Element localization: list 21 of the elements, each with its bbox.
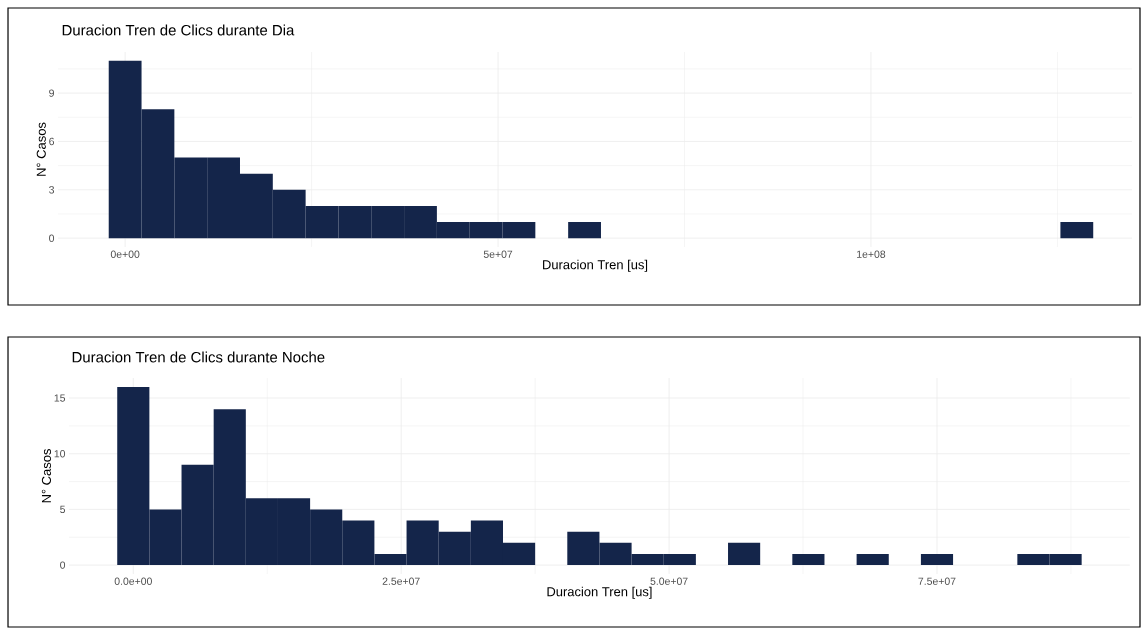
x-tick-label: 0e+00 bbox=[110, 250, 140, 258]
x-tick-label: 0.0e+00 bbox=[114, 577, 152, 585]
y-tick-label: 5 bbox=[60, 505, 66, 514]
y-tick-label: 9 bbox=[49, 89, 54, 97]
x-axis-title: Duracion Tren [us] bbox=[543, 259, 648, 272]
y-tick-label: 10 bbox=[54, 450, 66, 458]
chart-title: Duracion Tren de Clics durante Noche bbox=[72, 351, 325, 363]
x-tick-label: 7.5e+07 bbox=[918, 577, 956, 585]
y-tick-label: 0 bbox=[60, 561, 66, 569]
x-tick-label: 1e+08 bbox=[857, 250, 886, 258]
x-tick-label: 5e+07 bbox=[483, 250, 513, 258]
x-tick-label: 5.0e+07 bbox=[650, 577, 688, 585]
x-axis-title: Duracion Tren [us] bbox=[547, 586, 652, 599]
y-tick-label: 6 bbox=[49, 137, 55, 146]
y-tick-label: 3 bbox=[49, 186, 55, 194]
chart-title: Duracion Tren de Clics durante Dia bbox=[62, 24, 295, 36]
y-axis-title: N° Casos bbox=[41, 449, 52, 503]
y-tick-label: 0 bbox=[49, 234, 55, 242]
x-tick-label: 2.5e+07 bbox=[382, 577, 420, 585]
y-axis-title: N° Casos bbox=[36, 122, 46, 176]
y-tick-label: 15 bbox=[54, 394, 66, 402]
